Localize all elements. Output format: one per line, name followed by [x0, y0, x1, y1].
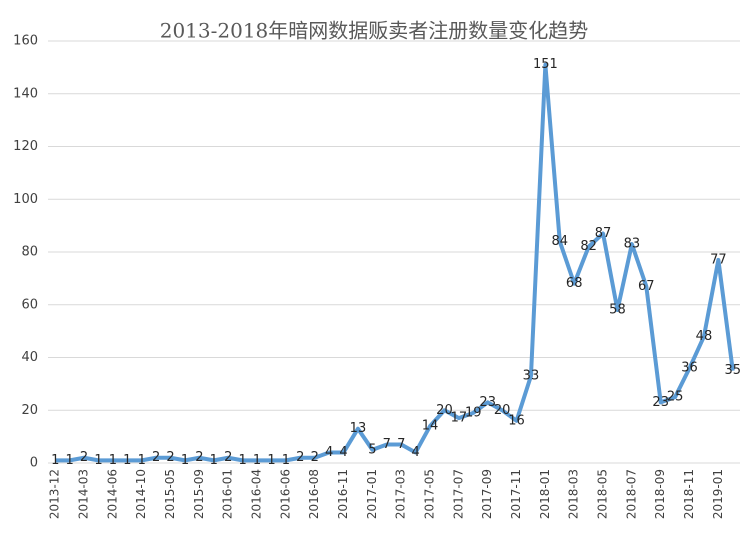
data-label: 1: [181, 453, 189, 468]
y-tick-label: 0: [30, 456, 38, 471]
data-label: 13: [350, 421, 367, 436]
chart-title: 2013-2018年暗网数据贩卖者注册数量变化趋势: [160, 19, 589, 43]
data-label: 1: [51, 453, 59, 468]
x-tick-label: 2018-03: [567, 469, 581, 519]
data-label: 2: [166, 450, 174, 465]
data-label: 2: [152, 450, 160, 465]
x-tick-label: 2018-11: [682, 469, 696, 519]
x-tick-label: 2016-04: [250, 469, 264, 519]
data-label: 77: [710, 252, 727, 267]
data-label: 5: [368, 442, 376, 457]
x-tick-label: 2018-01: [538, 469, 552, 519]
data-label: 82: [580, 239, 597, 254]
data-label: 7: [383, 437, 391, 452]
x-tick-label: 2017-07: [451, 469, 465, 519]
data-label: 4: [411, 445, 419, 460]
x-tick-label: 2015-05: [163, 469, 177, 519]
data-label: 20: [494, 403, 511, 418]
data-label: 2: [195, 450, 203, 465]
y-tick-label: 80: [21, 245, 38, 260]
x-tick-label: 2017-01: [365, 469, 379, 519]
data-label: 68: [566, 276, 583, 291]
data-label: 23: [479, 395, 496, 410]
data-label: 33: [523, 368, 540, 383]
x-tick-label: 2018-05: [596, 469, 610, 519]
data-label: 2: [80, 450, 88, 465]
x-tick-label: 2013-12: [48, 469, 62, 519]
y-tick-label: 120: [13, 139, 38, 154]
data-label: 83: [624, 237, 641, 252]
data-label: 1: [253, 453, 261, 468]
x-tick-label: 2016-01: [221, 469, 235, 519]
data-label: 1: [123, 453, 131, 468]
y-tick-label: 100: [13, 192, 38, 207]
data-label: 58: [609, 303, 626, 318]
x-tick-label: 2017-05: [423, 469, 437, 519]
data-label: 17: [451, 411, 468, 426]
data-label: 35: [725, 363, 742, 378]
data-label: 7: [397, 437, 405, 452]
data-label: 14: [422, 419, 439, 434]
y-tick-label: 60: [21, 297, 38, 312]
data-label: 1: [210, 453, 218, 468]
data-label: 1: [282, 453, 290, 468]
data-label: 48: [696, 329, 713, 344]
x-tick-label: 2017-11: [509, 469, 523, 519]
y-tick-label: 140: [13, 86, 38, 101]
data-label: 25: [667, 390, 684, 405]
x-tick-label: 2018-09: [653, 469, 667, 519]
data-label: 4: [325, 445, 333, 460]
data-label: 2: [224, 450, 232, 465]
data-label: 2: [311, 450, 319, 465]
data-label: 84: [552, 234, 569, 249]
data-label: 1: [109, 453, 117, 468]
x-tick-label: 2014-10: [134, 469, 148, 519]
x-tick-label: 2016-11: [336, 469, 350, 519]
data-label: 16: [508, 413, 525, 428]
x-tick-label: 2016-06: [278, 469, 292, 519]
x-tick-label: 2017-03: [394, 469, 408, 519]
data-label: 1: [238, 453, 246, 468]
data-label: 87: [595, 226, 612, 241]
data-label: 1: [65, 453, 73, 468]
x-tick-label: 2016-08: [307, 469, 321, 519]
data-label: 2: [296, 450, 304, 465]
data-label: 1: [267, 453, 275, 468]
x-tick-label: 2017-09: [480, 469, 494, 519]
data-label: 19: [465, 405, 482, 420]
x-tick-label: 2014-06: [105, 469, 119, 519]
data-label: 67: [638, 279, 655, 294]
y-tick-label: 20: [21, 403, 38, 418]
x-tick-label: 2018-07: [624, 469, 638, 519]
data-label: 1: [138, 453, 146, 468]
y-tick-label: 160: [13, 34, 38, 49]
y-tick-label: 40: [21, 350, 38, 365]
data-label: 20: [436, 403, 453, 418]
data-label: 151: [533, 57, 558, 72]
data-label: 1: [94, 453, 102, 468]
x-tick-label: 2015-09: [192, 469, 206, 519]
data-label: 36: [681, 361, 698, 376]
data-label: 23: [652, 395, 669, 410]
data-line: [55, 62, 735, 463]
data-label: 4: [339, 445, 347, 460]
x-tick-label: 2014-03: [77, 469, 91, 519]
x-tick-label: 2019-01: [711, 469, 725, 519]
